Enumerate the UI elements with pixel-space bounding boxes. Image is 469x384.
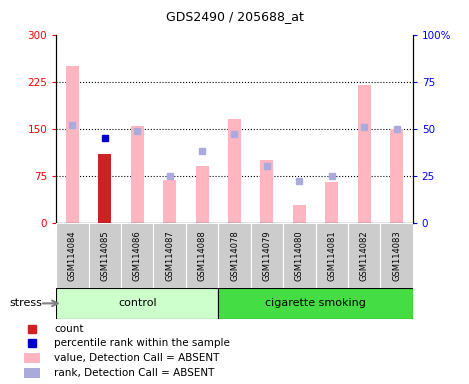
Bar: [66, 66, 79, 223]
Text: GSM114084: GSM114084: [68, 230, 77, 281]
Text: percentile rank within the sample: percentile rank within the sample: [54, 338, 230, 348]
Bar: [293, 205, 306, 223]
Text: rank, Detection Call = ABSENT: rank, Detection Call = ABSENT: [54, 368, 215, 378]
Text: GSM114086: GSM114086: [133, 230, 142, 281]
Bar: [56, 288, 218, 319]
Bar: [89, 223, 121, 288]
Text: count: count: [54, 324, 84, 334]
Bar: [316, 223, 348, 288]
Bar: [348, 223, 380, 288]
Bar: [98, 154, 111, 223]
Bar: [24, 353, 40, 363]
Text: stress: stress: [9, 298, 42, 308]
Bar: [163, 180, 176, 223]
Text: GSM114085: GSM114085: [100, 230, 109, 281]
Text: cigarette smoking: cigarette smoking: [265, 298, 366, 308]
Bar: [24, 368, 40, 378]
Bar: [228, 119, 241, 223]
Text: GSM114082: GSM114082: [360, 230, 369, 281]
Bar: [56, 223, 89, 288]
Text: GSM114087: GSM114087: [165, 230, 174, 281]
Text: GSM114081: GSM114081: [327, 230, 336, 281]
Bar: [358, 85, 371, 223]
Bar: [260, 160, 273, 223]
Text: control: control: [118, 298, 157, 308]
Bar: [218, 223, 251, 288]
Bar: [251, 223, 283, 288]
Bar: [196, 166, 209, 223]
Text: GSM114080: GSM114080: [295, 230, 304, 281]
Bar: [153, 223, 186, 288]
Bar: [186, 223, 218, 288]
Text: GSM114083: GSM114083: [392, 230, 401, 281]
Text: GSM114078: GSM114078: [230, 230, 239, 281]
Text: GDS2490 / 205688_at: GDS2490 / 205688_at: [166, 10, 303, 23]
Bar: [283, 223, 316, 288]
Text: GSM114088: GSM114088: [197, 230, 207, 281]
Bar: [380, 223, 413, 288]
Bar: [121, 223, 153, 288]
Bar: [390, 129, 403, 223]
Text: value, Detection Call = ABSENT: value, Detection Call = ABSENT: [54, 353, 220, 363]
Bar: [325, 182, 338, 223]
Text: GSM114079: GSM114079: [262, 230, 272, 281]
Bar: [218, 288, 413, 319]
Bar: [131, 126, 144, 223]
